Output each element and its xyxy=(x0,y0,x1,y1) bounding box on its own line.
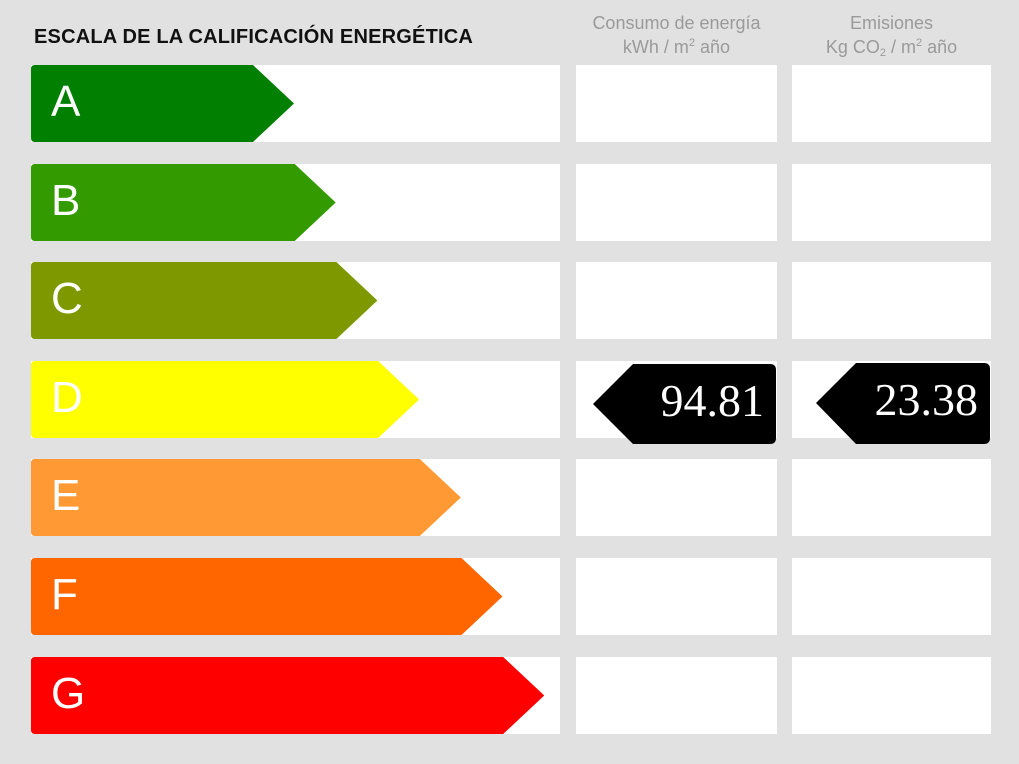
rating-arrow-d: D xyxy=(31,361,420,438)
consumo-unit: kWh / m2 año xyxy=(622,37,731,57)
consumo-cell-e xyxy=(576,459,777,536)
emisiones-header: Emisiones Kg CO2 / m2 año xyxy=(792,11,991,59)
emisiones-cell-c xyxy=(792,262,991,339)
rating-arrow-shape xyxy=(31,459,461,536)
emisiones-cell-b xyxy=(792,164,991,241)
rating-letter: C xyxy=(51,274,83,323)
consumo-cell-f xyxy=(576,558,777,635)
rating-arrow-shape xyxy=(31,262,378,339)
emisiones-header-title: Emisiones xyxy=(849,13,934,33)
emisiones-value: 23.38 xyxy=(874,374,979,425)
consumo-cell-b xyxy=(576,164,777,241)
consumo-value: 94.81 xyxy=(660,375,765,426)
rating-arrow-f: F xyxy=(31,558,503,635)
rating-arrow-shape xyxy=(31,65,294,142)
rating-letter: B xyxy=(51,176,81,225)
rating-arrow-shape xyxy=(31,558,503,635)
consumo-value-badge: 94.81 xyxy=(593,364,776,444)
rating-arrow-a: A xyxy=(31,65,294,142)
rating-arrow-g: G xyxy=(31,657,545,734)
emisiones-cell-e xyxy=(792,459,991,536)
rating-letter: E xyxy=(51,471,81,520)
consumo-header: Consumo de energía kWh / m2 año xyxy=(576,11,777,59)
rating-arrow-e: E xyxy=(31,459,461,536)
emisiones-cell-f xyxy=(792,558,991,635)
rating-arrow-shape xyxy=(31,361,420,438)
rating-arrow-shape xyxy=(31,657,545,734)
rating-arrow-shape xyxy=(31,164,336,241)
page-title: ESCALA DE LA CALIFICACIÓN ENERGÉTICA xyxy=(34,26,474,48)
consumo-header-title: Consumo de energía xyxy=(592,13,761,33)
emisiones-cell-a xyxy=(792,65,991,142)
rating-letter: G xyxy=(51,669,86,718)
emisiones-unit: Kg CO2 / m2 año xyxy=(825,37,958,59)
rating-letter: A xyxy=(51,77,81,126)
rating-arrow-c: C xyxy=(31,262,378,339)
rating-arrow-b: B xyxy=(31,164,336,241)
consumo-cell-a xyxy=(576,65,777,142)
rating-letter: F xyxy=(51,570,78,619)
consumo-cell-c xyxy=(576,262,777,339)
consumo-cell-g xyxy=(576,657,777,734)
emisiones-value-badge: 23.38 xyxy=(816,363,990,444)
rating-letter: D xyxy=(51,373,83,422)
emisiones-cell-g xyxy=(792,657,991,734)
